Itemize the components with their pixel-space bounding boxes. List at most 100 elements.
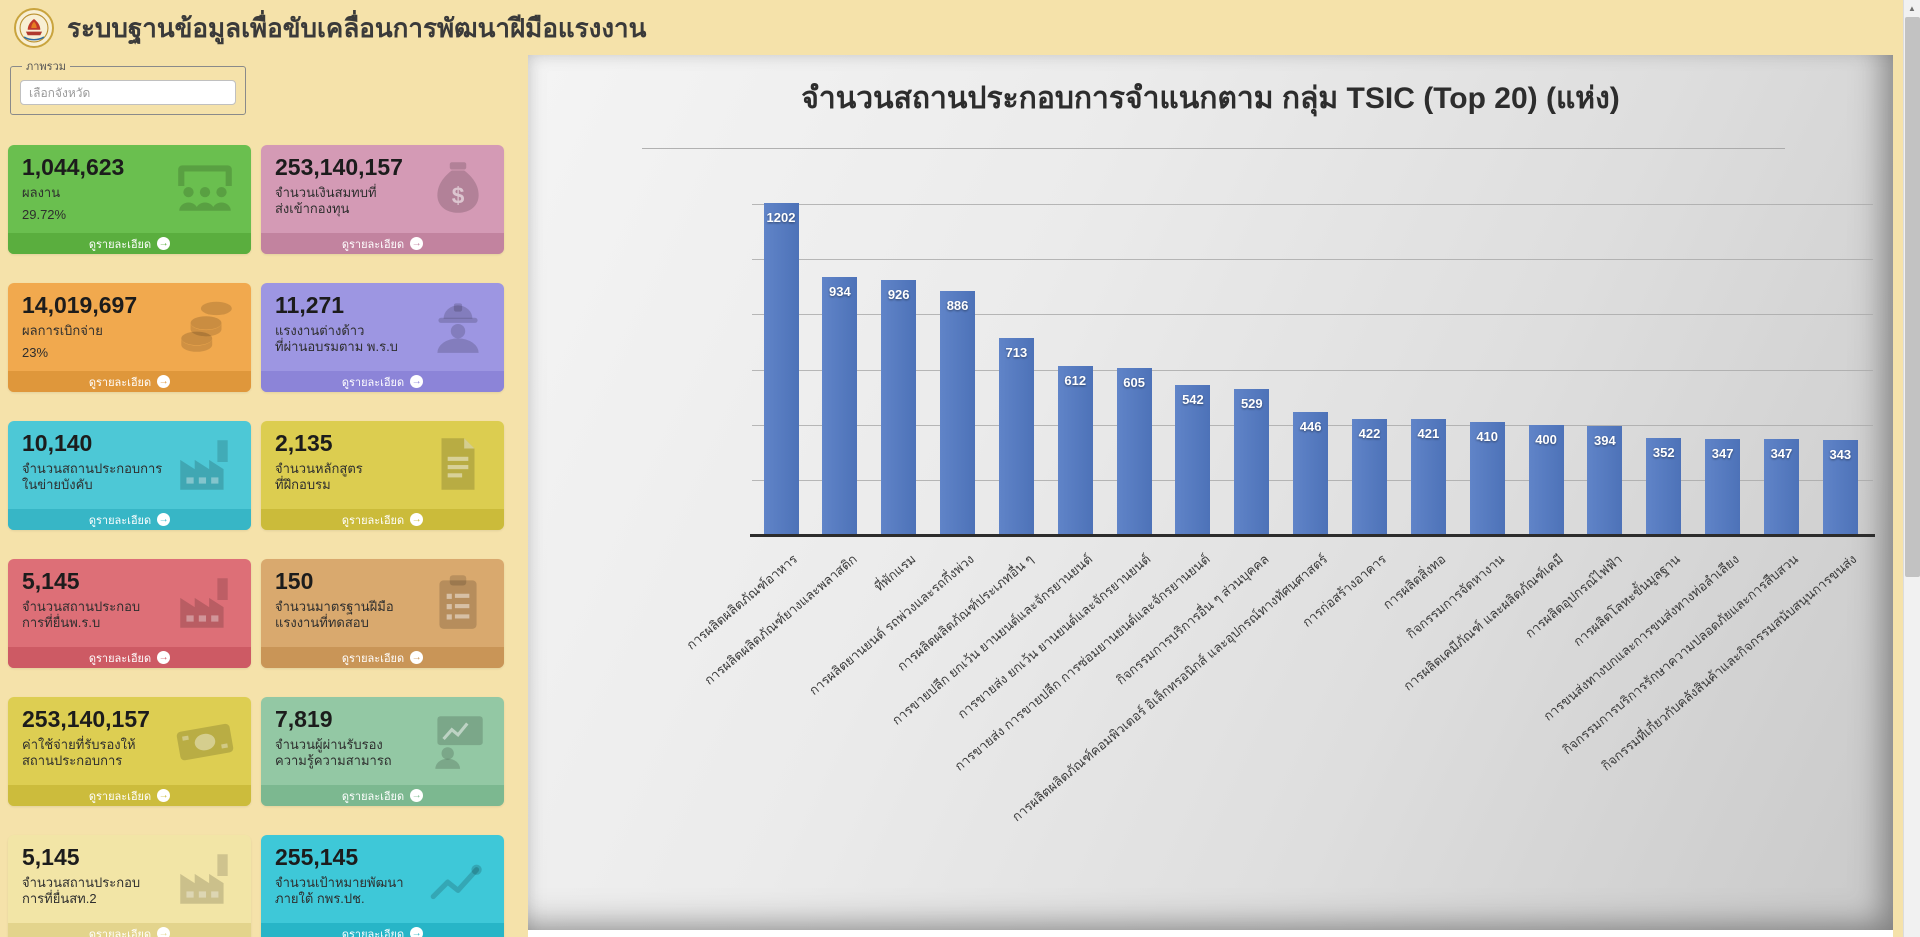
bar-18 — [1822, 440, 1858, 535]
arrow-right-circle-icon: → — [157, 651, 171, 664]
arrow-right-circle-icon: → — [157, 237, 171, 250]
bar-12 — [1469, 421, 1505, 535]
province-select-input[interactable] — [20, 80, 236, 105]
detail-button-label: ดูรายละเอียด — [341, 238, 405, 251]
bar-2 — [881, 279, 917, 535]
detail-button[interactable]: ดูรายละเอียด → — [8, 233, 251, 254]
detail-button[interactable]: ดูรายละเอียด → — [8, 647, 251, 668]
stat-value: 14,019,697 — [22, 292, 138, 318]
arrow-right-circle-icon: → — [410, 789, 424, 802]
stat-card-body: 7,819 จำนวนผู้ผ่านรับรอง ความรู้ความสามาร… — [261, 697, 504, 785]
sidebar: ภาพรวม 1,044,623 ผลงาน 29.72% ดูรายละเอียด →… — [8, 57, 520, 937]
stat-value: 1,044,623 — [22, 154, 125, 180]
bar-value-label: 394 — [1594, 433, 1616, 449]
stat-label: จำนวนมาตรฐานฝีมือ แรงงานที่ทดสอบ — [275, 598, 394, 630]
stat-card-6: 5,145 จำนวนสถานประกอบ การที่ยื่นพ.ร.บ ดูรา… — [8, 559, 251, 668]
stat-card-body: 11,271 แรงงานต่างด้าว ที่ผ่านอบรมตาม พ.ร.… — [261, 283, 504, 371]
detail-button[interactable]: ดูรายละเอียด → — [261, 923, 504, 937]
detail-button[interactable]: ดูรายละเอียด → — [8, 509, 251, 530]
filter-legend: ภาพรวม — [26, 61, 67, 73]
stat-card-body: 5,145 จำนวนสถานประกอบ การที่ยื่นสท.2 — [8, 835, 251, 923]
page-scrollbar[interactable]: ▲ — [1903, 0, 1920, 937]
arrow-right-circle-icon: → — [157, 375, 171, 388]
stat-card-8: 253,140,157 ค่าใช้จ่ายที่รับรองให้ สถานปร… — [8, 697, 251, 806]
detail-button[interactable]: ดูรายละเอียด → — [261, 647, 504, 668]
detail-button[interactable]: ดูรายละเอียด → — [261, 233, 504, 254]
arrow-right-circle-icon: → — [410, 513, 424, 526]
detail-button-label: ดูรายละเอียด — [88, 514, 152, 527]
category-label-2: ที่พักแรม — [871, 551, 919, 595]
bar-value-label: 446 — [1299, 418, 1322, 434]
chart-title: จำนวนสถานประกอบการจำแนกตาม กลุ่ม TSIC (T… — [801, 82, 1620, 115]
chart-title-divider — [642, 148, 1785, 149]
bar-value-label: 343 — [1829, 447, 1852, 463]
stat-value: 255,145 — [275, 844, 359, 870]
stat-label: ค่าใช้จ่ายที่รับรองให้ สถานประกอบการ — [22, 736, 136, 768]
stat-card-3: 11,271 แรงงานต่างด้าว ที่ผ่านอบรมตาม พ.ร.… — [261, 283, 504, 392]
gridline-600 — [752, 369, 1873, 371]
detail-button-label: ดูรายละเอียด — [341, 376, 405, 389]
bar-value-label: 421 — [1417, 425, 1440, 441]
bar-value-label: 926 — [887, 286, 910, 302]
arrow-right-circle-icon: → — [410, 237, 424, 250]
arrow-right-circle-icon: → — [157, 789, 171, 802]
stat-label: จำนวนผู้ผ่านรับรอง ความรู้ความสามารถ — [275, 736, 392, 768]
arrow-right-circle-icon: → — [410, 927, 424, 937]
bar-15 — [1646, 437, 1682, 535]
bar-17 — [1763, 439, 1799, 535]
bar-value-label: 400 — [1535, 431, 1557, 447]
stat-card-body: 14,019,697 ผลการเบิกจ่าย 23% — [8, 283, 251, 371]
bottom-strip — [528, 930, 1893, 937]
detail-button[interactable]: ดูรายละเอียด → — [261, 785, 504, 806]
stat-label: ผลการเบิกจ่าย — [22, 322, 103, 338]
scrollbar-up-icon[interactable]: ▲ — [1904, 0, 1920, 17]
stat-card-10: 5,145 จำนวนสถานประกอบ การที่ยื่นสท.2 ดูราย… — [8, 835, 251, 937]
bar-value-label: 410 — [1476, 428, 1499, 444]
bar-value-label: 352 — [1652, 444, 1675, 460]
gridline-800 — [752, 314, 1873, 316]
bar-value-label: 347 — [1711, 446, 1734, 462]
stat-sub-value: 29.72% — [22, 206, 67, 222]
stat-value: 10,140 — [22, 430, 93, 456]
bar-6 — [1116, 368, 1152, 535]
department-logo-icon — [14, 8, 54, 48]
page-title: ระบบฐานข้อมูลเพื่อขับเคลื่อนการพัฒนาฝีมื… — [67, 12, 647, 43]
scrollbar-thumb[interactable] — [1905, 17, 1920, 577]
stat-card-1: 253,140,157 จำนวนเงินสมทบที่ ส่งเข้ากองทุ… — [261, 145, 504, 254]
detail-button-label: ดูรายละเอียด — [88, 652, 152, 665]
category-label-12: กิจกรรมการจัดหางาน — [1403, 551, 1507, 642]
bar-4 — [998, 338, 1034, 535]
stat-label: จำนวนสถานประกอบ การที่ยื่นสท.2 — [22, 874, 141, 906]
detail-button[interactable]: ดูรายละเอียด → — [8, 371, 251, 392]
stat-label: จำนวนเป้าหมายพัฒนา ภายใต้ กพร.ปช. — [275, 874, 404, 906]
detail-button-label: ดูรายละเอียด — [341, 514, 405, 527]
stat-label: ผลงาน — [22, 184, 61, 200]
stat-card-body: 10,140 จำนวนสถานประกอบการ ในข่ายบังคับ — [8, 421, 251, 509]
detail-button-label: ดูรายละเอียด — [341, 928, 405, 937]
overview-filter-group: ภาพรวม — [10, 57, 246, 115]
bar-3 — [940, 290, 976, 535]
stat-value: 2,135 — [275, 430, 333, 456]
stat-value: 5,145 — [22, 568, 80, 594]
arrow-right-circle-icon: → — [410, 651, 424, 664]
detail-button[interactable]: ดูรายละเอียด → — [8, 785, 251, 806]
bar-value-label: 713 — [1005, 345, 1028, 361]
arrow-right-circle-icon: → — [410, 375, 424, 388]
stat-label: จำนวนสถานประกอบการ ในข่ายบังคับ — [22, 460, 163, 492]
bar-value-label: 934 — [828, 284, 851, 300]
stat-value: 11,271 — [275, 292, 345, 318]
stat-card-7: 150 จำนวนมาตรฐานฝีมือ แรงงานที่ทดสอบ ดูราย… — [261, 559, 504, 668]
bar-1 — [822, 277, 858, 535]
stat-card-body: 1,044,623 ผลงาน 29.72% — [8, 145, 251, 233]
bar-11 — [1410, 418, 1446, 535]
detail-button[interactable]: ดูรายละเอียด → — [261, 509, 504, 530]
gridline-1200 — [752, 204, 1873, 205]
stat-card-body: 150 จำนวนมาตรฐานฝีมือ แรงงานที่ทดสอบ — [261, 559, 504, 647]
stat-card-body: 253,140,157 จำนวนเงินสมทบที่ ส่งเข้ากองทุ… — [261, 145, 504, 233]
stat-card-11: 255,145 จำนวนเป้าหมายพัฒนา ภายใต้ กพร.ปช.… — [261, 835, 504, 937]
stat-sub-value: 23% — [22, 344, 49, 360]
stat-card-body: 253,140,157 ค่าใช้จ่ายที่รับรองให้ สถานปร… — [8, 697, 251, 785]
detail-button[interactable]: ดูรายละเอียด → — [261, 371, 504, 392]
detail-button[interactable]: ดูรายละเอียด → — [8, 923, 251, 937]
bar-0 — [763, 203, 799, 535]
